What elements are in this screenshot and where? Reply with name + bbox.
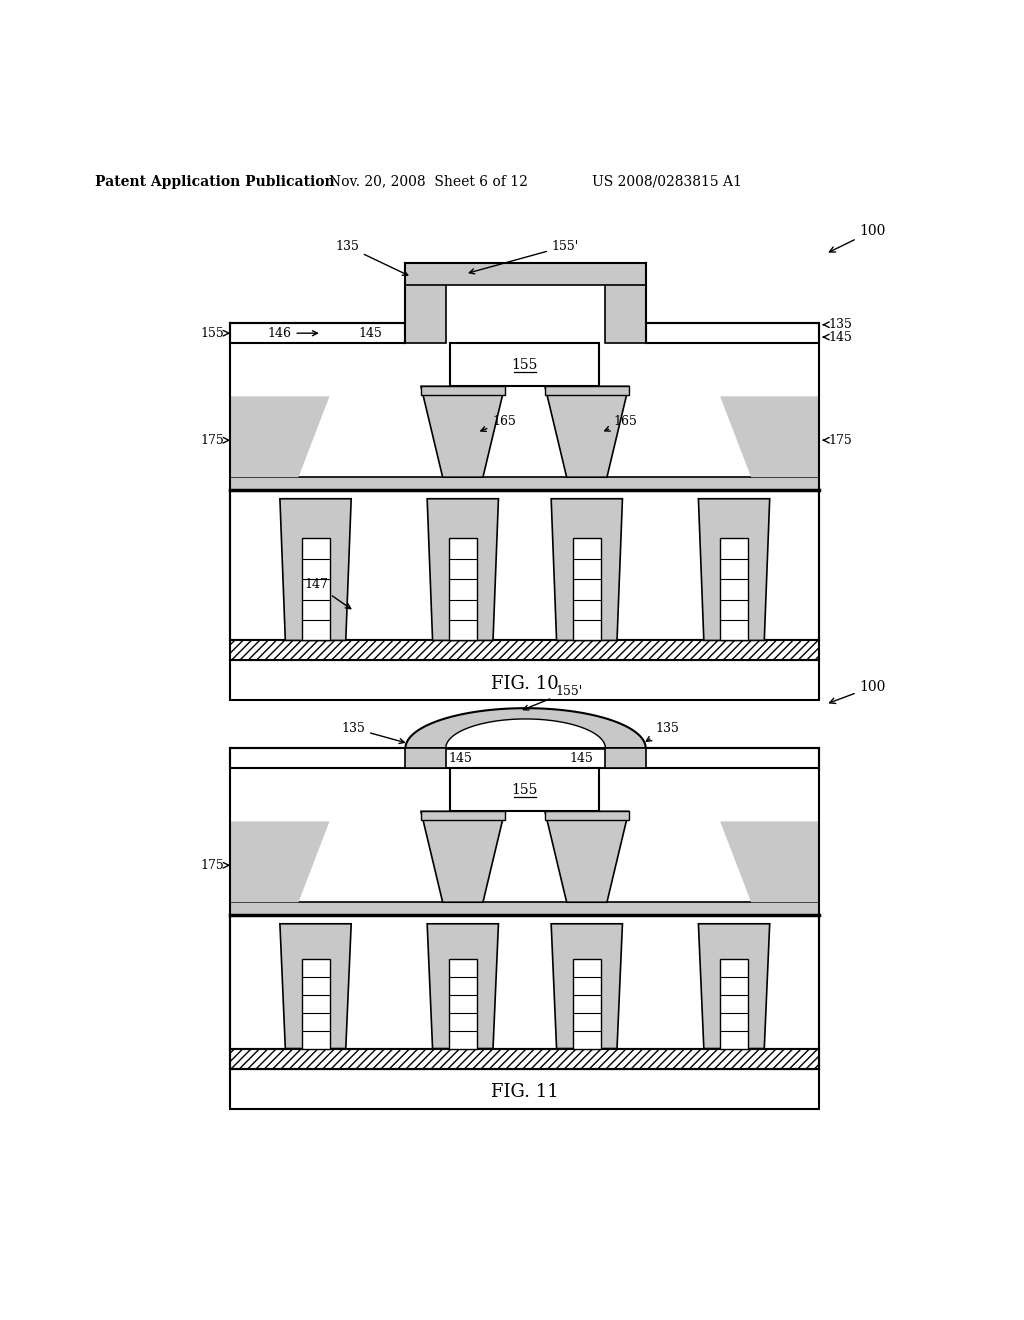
Bar (230, 323, 406, 343)
Text: 155: 155 (512, 783, 538, 797)
Bar (230, 1069, 819, 1109)
Text: 145: 145 (358, 326, 382, 339)
Text: 135: 135 (335, 240, 408, 276)
Bar (421, 387, 505, 395)
Bar (230, 1048, 819, 1069)
Bar (230, 477, 819, 490)
Bar (545, 812, 629, 820)
Text: 145: 145 (828, 330, 852, 343)
Bar (230, 903, 819, 915)
Text: 100: 100 (829, 224, 886, 252)
Polygon shape (698, 499, 770, 640)
Polygon shape (720, 821, 819, 903)
Polygon shape (421, 812, 505, 903)
Bar (646, 323, 819, 343)
Polygon shape (545, 387, 629, 478)
Bar (302, 958, 330, 1048)
Text: 175: 175 (201, 859, 224, 871)
Bar (449, 539, 477, 640)
Text: 155: 155 (201, 326, 224, 339)
Polygon shape (720, 396, 819, 478)
Bar (406, 263, 445, 343)
Polygon shape (280, 499, 351, 640)
Bar (572, 539, 601, 640)
Bar (720, 958, 748, 1048)
Polygon shape (230, 821, 330, 903)
Text: FIG. 11: FIG. 11 (490, 1082, 559, 1101)
Text: 175: 175 (828, 434, 852, 446)
Polygon shape (698, 924, 770, 1048)
Bar (302, 539, 330, 640)
Text: 145: 145 (449, 751, 473, 764)
Bar (545, 387, 629, 395)
Bar (605, 263, 646, 343)
Bar (230, 915, 819, 1048)
Bar (605, 748, 646, 768)
Text: 165: 165 (605, 416, 638, 432)
Polygon shape (421, 387, 505, 478)
Text: 175: 175 (201, 434, 224, 446)
Bar (572, 958, 601, 1048)
Bar (449, 958, 477, 1048)
Text: 147: 147 (305, 578, 351, 609)
Text: 155': 155' (523, 685, 583, 710)
Text: 146: 146 (267, 326, 317, 339)
Polygon shape (406, 709, 646, 748)
Polygon shape (427, 499, 499, 640)
Text: 145: 145 (569, 751, 594, 764)
Polygon shape (280, 924, 351, 1048)
Text: Patent Application Publication: Patent Application Publication (95, 174, 335, 189)
Bar (230, 640, 819, 660)
Text: Nov. 20, 2008  Sheet 6 of 12: Nov. 20, 2008 Sheet 6 of 12 (330, 174, 528, 189)
Bar (230, 660, 819, 701)
Polygon shape (230, 396, 330, 478)
Bar (406, 748, 445, 768)
Text: 100: 100 (829, 680, 886, 704)
Polygon shape (445, 719, 605, 748)
Polygon shape (427, 924, 499, 1048)
Bar (451, 343, 599, 387)
Text: US 2008/0283815 A1: US 2008/0283815 A1 (592, 174, 741, 189)
Bar (720, 539, 748, 640)
Text: 155': 155' (469, 240, 580, 273)
Bar (230, 490, 819, 640)
Text: 135: 135 (341, 722, 404, 743)
Text: 165: 165 (481, 416, 516, 432)
Polygon shape (545, 812, 629, 903)
Bar (421, 812, 505, 820)
Bar (406, 263, 646, 285)
Text: 135: 135 (646, 722, 679, 742)
Bar (451, 768, 599, 812)
Polygon shape (551, 499, 623, 640)
Bar (230, 748, 819, 768)
Polygon shape (551, 924, 623, 1048)
Text: FIG. 10: FIG. 10 (490, 675, 559, 693)
Text: 155: 155 (512, 358, 538, 372)
Text: 135: 135 (828, 318, 852, 331)
